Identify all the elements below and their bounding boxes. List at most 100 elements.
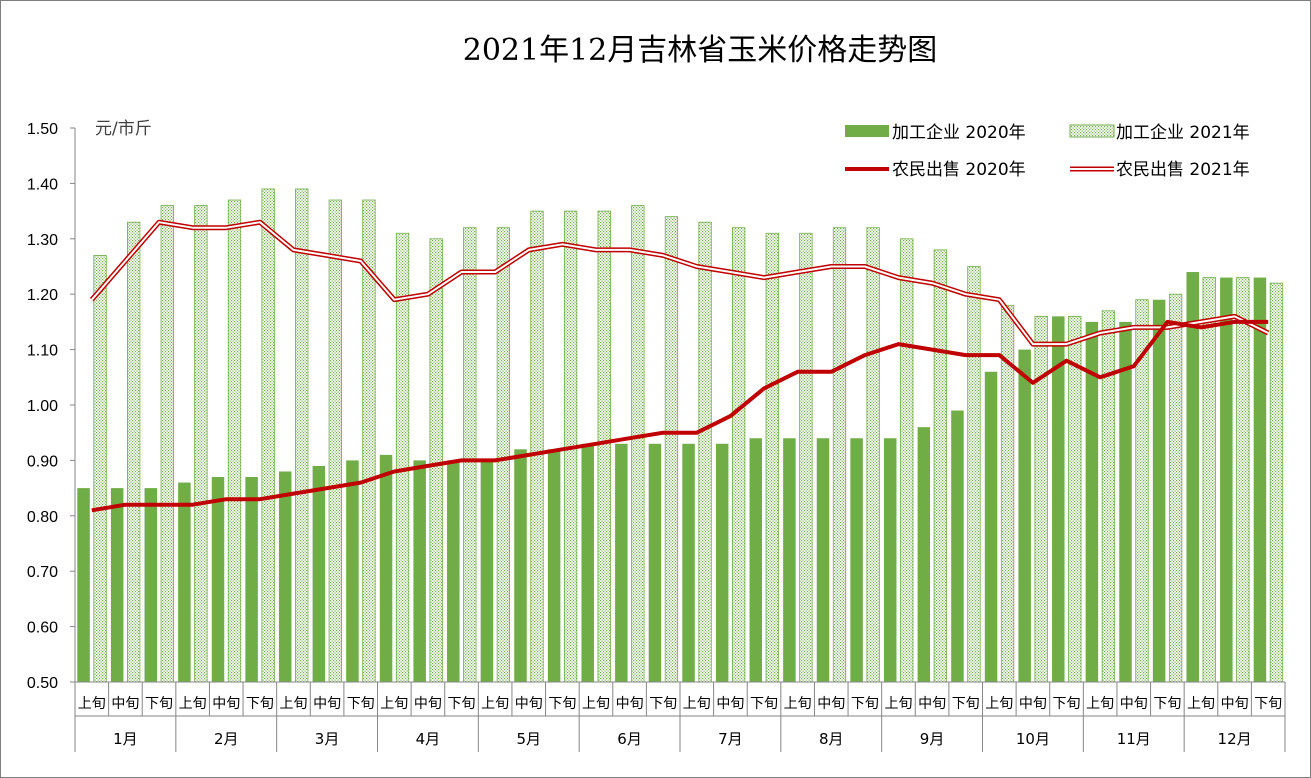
bar-processing-2020: [278, 471, 292, 682]
bar-processing-2021: [1068, 315, 1082, 683]
x-month-label: 3月: [315, 730, 340, 748]
x-period-label: 中旬: [817, 696, 845, 712]
x-period-label: 上旬: [884, 696, 912, 712]
x-period-label: 下旬: [1153, 696, 1181, 712]
x-month-label: 10月: [1016, 730, 1050, 748]
y-axis-ticks: 1.50 1.40 1.30 1.20 1.10 1.00 0.90 0.80 0.70 0.60…: [27, 121, 75, 692]
bar-processing-2021: [1101, 310, 1116, 683]
x-period-label: 下旬: [952, 696, 980, 712]
y-tick-label: 1.00: [27, 398, 58, 415]
bar-processing-2021: [496, 227, 511, 683]
x-period-label: 中旬: [1221, 696, 1249, 712]
bar-processing-2020: [480, 460, 494, 682]
bar-processing-2020: [749, 438, 763, 682]
bar-processing-2020: [984, 371, 998, 682]
bar-processing-2020: [615, 443, 628, 682]
bar-processing-2020: [1018, 349, 1031, 682]
x-period-label: 上旬: [985, 696, 1013, 712]
bar-processing-2021: [93, 255, 107, 683]
bar-processing-2021: [832, 227, 847, 683]
x-month-label: 8月: [819, 730, 844, 748]
bar-processing-2020: [110, 488, 124, 682]
x-month-label: 12月: [1218, 730, 1252, 748]
x-period-label: 中旬: [515, 696, 543, 712]
x-period-label: 上旬: [1187, 696, 1215, 712]
bar-processing-2020: [917, 427, 931, 682]
bar-processing-2021: [597, 210, 611, 683]
x-period-label: 上旬: [481, 696, 509, 712]
bar-processing-2020: [144, 488, 158, 682]
bar-processing-2020: [816, 438, 830, 682]
bar-series-group: [77, 188, 1284, 683]
bar-processing-2020: [447, 460, 460, 682]
x-period-label: 下旬: [1053, 696, 1081, 712]
x-period-label: 中旬: [716, 696, 744, 712]
bar-processing-2021: [1034, 315, 1048, 683]
bar-processing-2020: [1119, 321, 1132, 682]
y-tick-label: 0.60: [27, 620, 58, 637]
x-month-label: 2月: [214, 730, 239, 748]
legend-swatch-processing-2020: [845, 125, 889, 137]
x-period-label: 中旬: [1019, 696, 1047, 712]
x-period-label: 上旬: [380, 696, 408, 712]
legend-label-farmer-2020: 农民出售 2020年: [892, 160, 1026, 180]
bar-processing-2021: [1269, 282, 1284, 683]
x-period-label: 上旬: [784, 696, 812, 712]
legend-label-processing-2021: 加工企业 2021年: [1116, 123, 1250, 143]
bar-processing-2021: [194, 205, 208, 683]
legend: 加工企业 2020年 加工企业 2021年 农民出售 2020年 农民出售 20…: [845, 123, 1250, 180]
x-period-label: 下旬: [145, 696, 173, 712]
x-period-label: 上旬: [179, 696, 207, 712]
bar-processing-2021: [1168, 293, 1183, 683]
x-period-label: 中旬: [212, 696, 240, 712]
y-tick-label: 0.50: [27, 675, 58, 692]
y-tick-label: 1.40: [27, 176, 58, 193]
y-tick-label: 0.90: [27, 453, 58, 470]
x-month-label: 1月: [113, 730, 138, 748]
bar-processing-2020: [1052, 316, 1065, 682]
bar-processing-2021: [227, 199, 242, 683]
x-period-label: 中旬: [111, 696, 139, 712]
legend-label-processing-2020: 加工企业 2020年: [892, 123, 1026, 143]
bar-processing-2021: [765, 232, 779, 683]
y-tick-label: 1.20: [27, 287, 58, 304]
x-month-label: 7月: [718, 730, 743, 748]
bar-processing-2020: [1220, 277, 1233, 682]
bar-processing-2020: [312, 465, 326, 682]
bar-processing-2020: [581, 443, 594, 682]
x-period-label: 下旬: [448, 696, 476, 712]
bar-processing-2021: [866, 227, 880, 683]
bar-processing-2020: [1085, 321, 1099, 682]
bar-processing-2020: [77, 488, 90, 682]
x-period-label: 上旬: [279, 696, 307, 712]
x-period-label: 下旬: [548, 696, 576, 712]
x-month-label: 5月: [516, 730, 541, 748]
bar-processing-2021: [799, 232, 813, 683]
legend-label-farmer-2021: 农民出售 2021年: [1116, 160, 1250, 180]
bar-processing-2021: [967, 266, 981, 683]
bar-processing-2021: [463, 227, 477, 683]
x-period-label: 下旬: [347, 696, 375, 712]
bar-processing-2021: [900, 238, 914, 683]
chart-title: 2021年12月吉林省玉米价格走势图: [463, 33, 938, 68]
x-month-label: 4月: [416, 730, 441, 748]
bar-processing-2020: [245, 477, 258, 682]
bar-processing-2021: [429, 238, 443, 683]
y-unit-label: 元/市斤: [95, 119, 152, 139]
line-farmer-2020: [91, 319, 1269, 513]
bar-processing-2020: [951, 410, 964, 682]
bar-processing-2021: [631, 205, 645, 683]
x-period-label: 上旬: [683, 696, 711, 712]
bar-processing-2020: [413, 460, 426, 682]
line-series-group: [89, 219, 1270, 513]
bar-processing-2021: [698, 221, 712, 683]
bar-processing-2020: [883, 438, 897, 682]
x-period-label: 上旬: [1086, 696, 1114, 712]
x-month-label: 11月: [1117, 730, 1151, 748]
x-month-label: 6月: [617, 730, 642, 748]
bar-processing-2021: [295, 188, 309, 683]
bar-processing-2021: [732, 227, 746, 683]
bar-processing-2020: [547, 449, 561, 682]
bar-processing-2021: [933, 249, 947, 683]
bar-processing-2021: [530, 210, 544, 683]
